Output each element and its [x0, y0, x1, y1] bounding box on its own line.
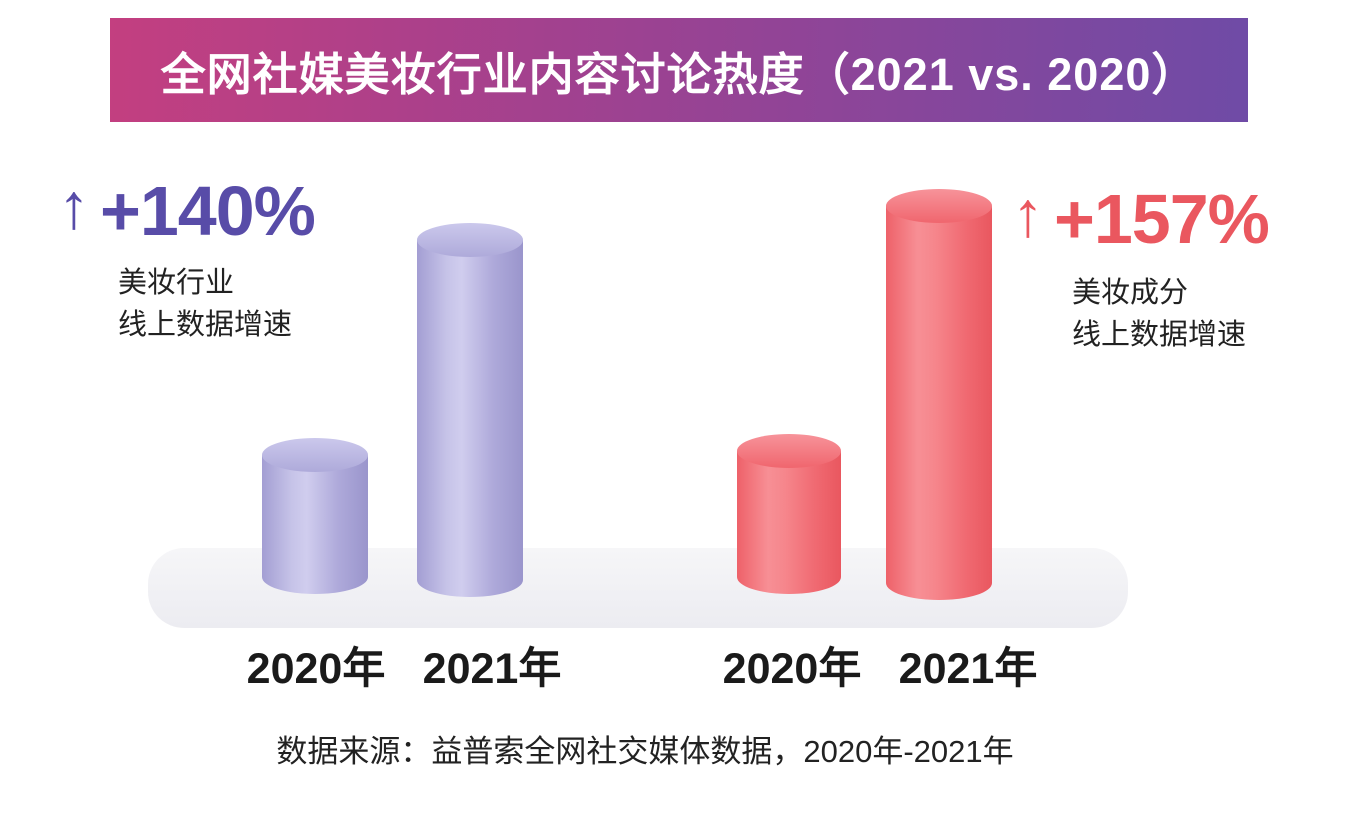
title-banner: 全网社媒美妆行业内容讨论热度（2021 vs. 2020） — [110, 18, 1248, 122]
up-arrow-icon: ↑ — [58, 170, 90, 242]
xaxis-label-ingredient-2020: 2020年 — [722, 645, 862, 693]
cylinder-body — [417, 240, 523, 597]
page-title: 全网社媒美妆行业内容讨论热度（2021 vs. 2020） — [160, 48, 1198, 100]
industry-growth-annotation: ↑ +140% — [58, 170, 316, 250]
xaxis-label-industry-2021: 2021年 — [422, 645, 562, 693]
up-arrow-icon: ↑ — [1012, 178, 1044, 250]
cylinder-top — [417, 223, 523, 257]
industry-growth-description: 美妆行业 线上数据增速 — [118, 262, 292, 346]
cylinder-body — [262, 455, 368, 594]
desc-line-1: 美妆行业 — [118, 267, 235, 299]
cylinder-top — [886, 189, 992, 223]
xaxis-label-industry-2020: 2020年 — [246, 645, 386, 693]
cylinder-top — [737, 434, 841, 468]
desc-line-1: 美妆成分 — [1072, 277, 1189, 309]
ingredient-growth-annotation: ↑ +157% — [1012, 178, 1270, 258]
desc-line-2: 线上数据增速 — [1072, 319, 1247, 352]
cylinder-body — [737, 451, 841, 594]
bar-ingredient-2020 — [737, 434, 841, 594]
desc-line-2: 线上数据增速 — [118, 309, 293, 342]
bar-industry-2021 — [417, 223, 523, 597]
xaxis-label-ingredient-2021: 2021年 — [898, 645, 1038, 693]
ingredient-growth-description: 美妆成分 线上数据增速 — [1072, 272, 1246, 356]
data-source-note: 数据来源：益普索全网社交媒体数据，2020年-2021年 — [276, 734, 1014, 769]
industry-growth-value: +140% — [100, 172, 316, 250]
ingredient-growth-value: +157% — [1054, 180, 1270, 258]
bar-ingredient-2021 — [886, 189, 992, 600]
cylinder-body — [886, 206, 992, 600]
cylinder-top — [262, 438, 368, 472]
bar-industry-2020 — [262, 438, 368, 594]
